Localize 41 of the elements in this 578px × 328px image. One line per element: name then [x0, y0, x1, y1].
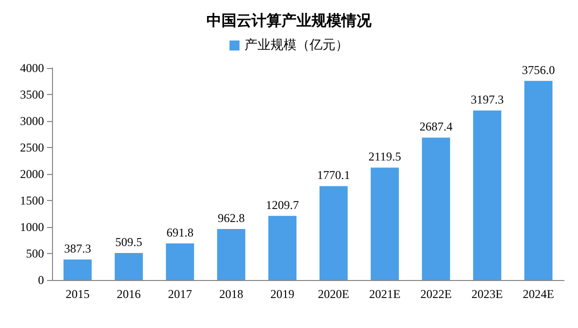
x-tick-label: 2016 — [116, 287, 141, 301]
data-label: 387.3 — [64, 241, 92, 256]
data-label: 2119.5 — [368, 150, 402, 164]
bar — [268, 216, 296, 280]
y-tick-label: 500 — [26, 246, 44, 260]
bar — [217, 228, 246, 280]
x-tick-label: 2018 — [219, 287, 244, 301]
y-tick-label: 2500 — [20, 140, 44, 154]
y-tick-label: 1500 — [20, 194, 44, 208]
data-label: 509.5 — [115, 234, 142, 249]
bar — [64, 259, 92, 280]
y-tick-label: 1000 — [20, 220, 44, 234]
x-tick-label: 2015 — [66, 287, 90, 301]
x-tick-label: 2022E — [420, 287, 452, 301]
data-label: 1209.7 — [266, 198, 299, 212]
y-tick-label: 0 — [38, 273, 44, 287]
x-tick-label: 2023E — [472, 287, 503, 301]
chart-title: 中国云计算产业规模情况 — [206, 12, 372, 30]
x-tick-label: 2021E — [369, 287, 400, 301]
bar — [473, 110, 502, 280]
x-tick-label: 2020E — [318, 287, 350, 301]
y-tick-label: 3000 — [20, 114, 44, 128]
x-tick-label: 2024E — [522, 287, 554, 301]
x-tick-label: 2017 — [168, 287, 192, 301]
bar — [114, 252, 143, 280]
legend-label: 产业规模（亿元） — [244, 38, 348, 53]
bar — [166, 243, 194, 280]
bar — [370, 168, 399, 280]
bar — [524, 80, 552, 280]
data-label: 962.8 — [218, 210, 245, 225]
x-tick-label: 2019 — [270, 287, 294, 301]
data-label: 3197.3 — [470, 92, 504, 107]
bar — [422, 138, 450, 280]
bar — [320, 186, 348, 280]
y-tick-label: 4000 — [20, 61, 44, 75]
y-tick-label: 2000 — [20, 167, 44, 181]
data-label: 691.8 — [166, 225, 194, 240]
y-tick-label: 3500 — [20, 88, 44, 102]
data-label: 3756.0 — [522, 62, 555, 77]
data-label: 1770.1 — [317, 168, 350, 182]
data-label: 2687.4 — [420, 120, 452, 134]
